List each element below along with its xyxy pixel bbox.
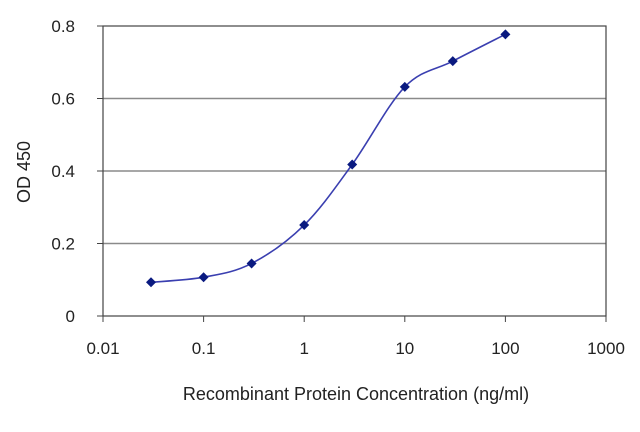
axes	[97, 25, 607, 322]
y-tick-label: 0	[66, 307, 75, 326]
data-point-marker	[299, 220, 310, 231]
x-tick-label: 10	[395, 339, 414, 358]
series	[145, 29, 511, 288]
y-axis-title: OD 450	[14, 141, 34, 203]
y-tick-label: 0.6	[51, 90, 75, 109]
x-tick-label: 1000	[587, 339, 625, 358]
x-tick-label: 0.1	[192, 339, 216, 358]
y-tick-label: 0.2	[51, 235, 75, 254]
data-point-marker	[500, 29, 511, 40]
y-tick-labels: 0 0.2 0.4 0.6 0.8	[51, 17, 75, 326]
x-tick-label: 0.01	[86, 339, 119, 358]
x-tick-label: 1	[299, 339, 308, 358]
data-point-marker	[246, 258, 257, 269]
data-point-marker	[447, 56, 458, 67]
series-line	[150, 33, 506, 284]
data-point-marker	[145, 277, 156, 288]
data-point-marker	[399, 81, 410, 92]
x-tick-label: 100	[491, 339, 519, 358]
x-tick-labels: 0.01 0.1 1 10 100 1000	[86, 339, 624, 358]
gridlines	[103, 97, 606, 245]
data-point-marker	[347, 159, 358, 170]
x-axis-title: Recombinant Protein Concentration (ng/ml…	[183, 384, 529, 404]
y-tick-label: 0.4	[51, 162, 75, 181]
data-point-marker	[198, 272, 209, 283]
y-tick-label: 0.8	[51, 17, 75, 36]
